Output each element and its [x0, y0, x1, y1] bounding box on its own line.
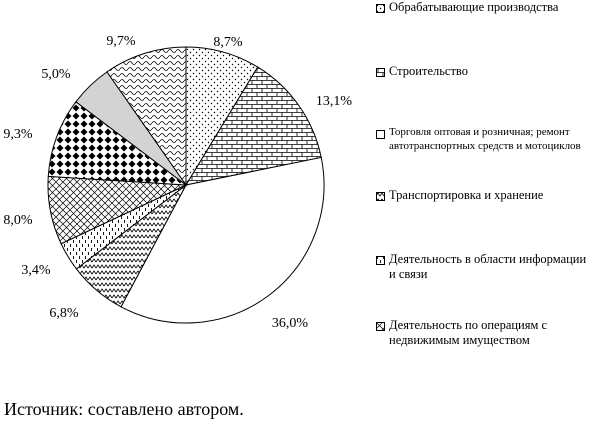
slice-percent-label: 6,8% [49, 306, 79, 321]
legend-swatch [376, 256, 385, 265]
pie-slices [47, 46, 325, 324]
legend-item: Обрабатывающие производства [376, 0, 558, 15]
legend-label: Торговля оптовая и розничная; ремонт авт… [389, 126, 581, 152]
legend-swatch [376, 322, 385, 331]
pie-slice [184, 66, 322, 186]
pie-slice [106, 46, 187, 187]
pie-slice [47, 101, 188, 186]
legend-swatch [376, 192, 385, 201]
legend-label: Обрабатывающие производства [389, 0, 559, 14]
legend-label: Транспортировка и хранение [389, 188, 544, 202]
legend-label: Строительство [389, 64, 469, 78]
pie-slice [120, 156, 325, 324]
slice-percent-label: 9,7% [106, 34, 136, 49]
pie-labels: 8,7% 13,1% 36,0% 6,8% 3,4% 8,0% 9,3% 5,0% 9,7% [3, 34, 352, 331]
legend-swatch [376, 68, 385, 77]
slice-percent-label: 8,7% [213, 35, 243, 50]
legend-item: Строительство [376, 64, 468, 79]
legend-label: Деятельность по операциям с недвижимым и… [389, 318, 548, 347]
legend-item: Деятельность в области информации и связ… [376, 252, 588, 282]
slice-percent-label: 9,3% [3, 127, 33, 142]
source-note: Источник: составлено автором. [4, 399, 244, 419]
legend-swatch [376, 4, 385, 13]
legend-item: Транспортировка и хранение [376, 188, 543, 203]
legend-item: Деятельность по операциям с недвижимым и… [376, 318, 588, 348]
pie-chart: 8,7% 13,1% 36,0% 6,8% 3,4% 8,0% 9,3% 5,0% 9,7% [3, 34, 352, 331]
slice-percent-label: 8,0% [3, 213, 33, 228]
slice-percent-label: 3,4% [21, 263, 51, 278]
slice-percent-label: 5,0% [41, 67, 71, 82]
legend-item: Торговля оптовая и розничная; ремонт авт… [376, 126, 588, 153]
legend-label: Деятельность в области информации и связ… [389, 252, 587, 281]
slice-percent-label: 13,1% [316, 94, 353, 109]
legend-swatch [376, 130, 385, 139]
slice-percent-label: 36,0% [272, 316, 309, 331]
